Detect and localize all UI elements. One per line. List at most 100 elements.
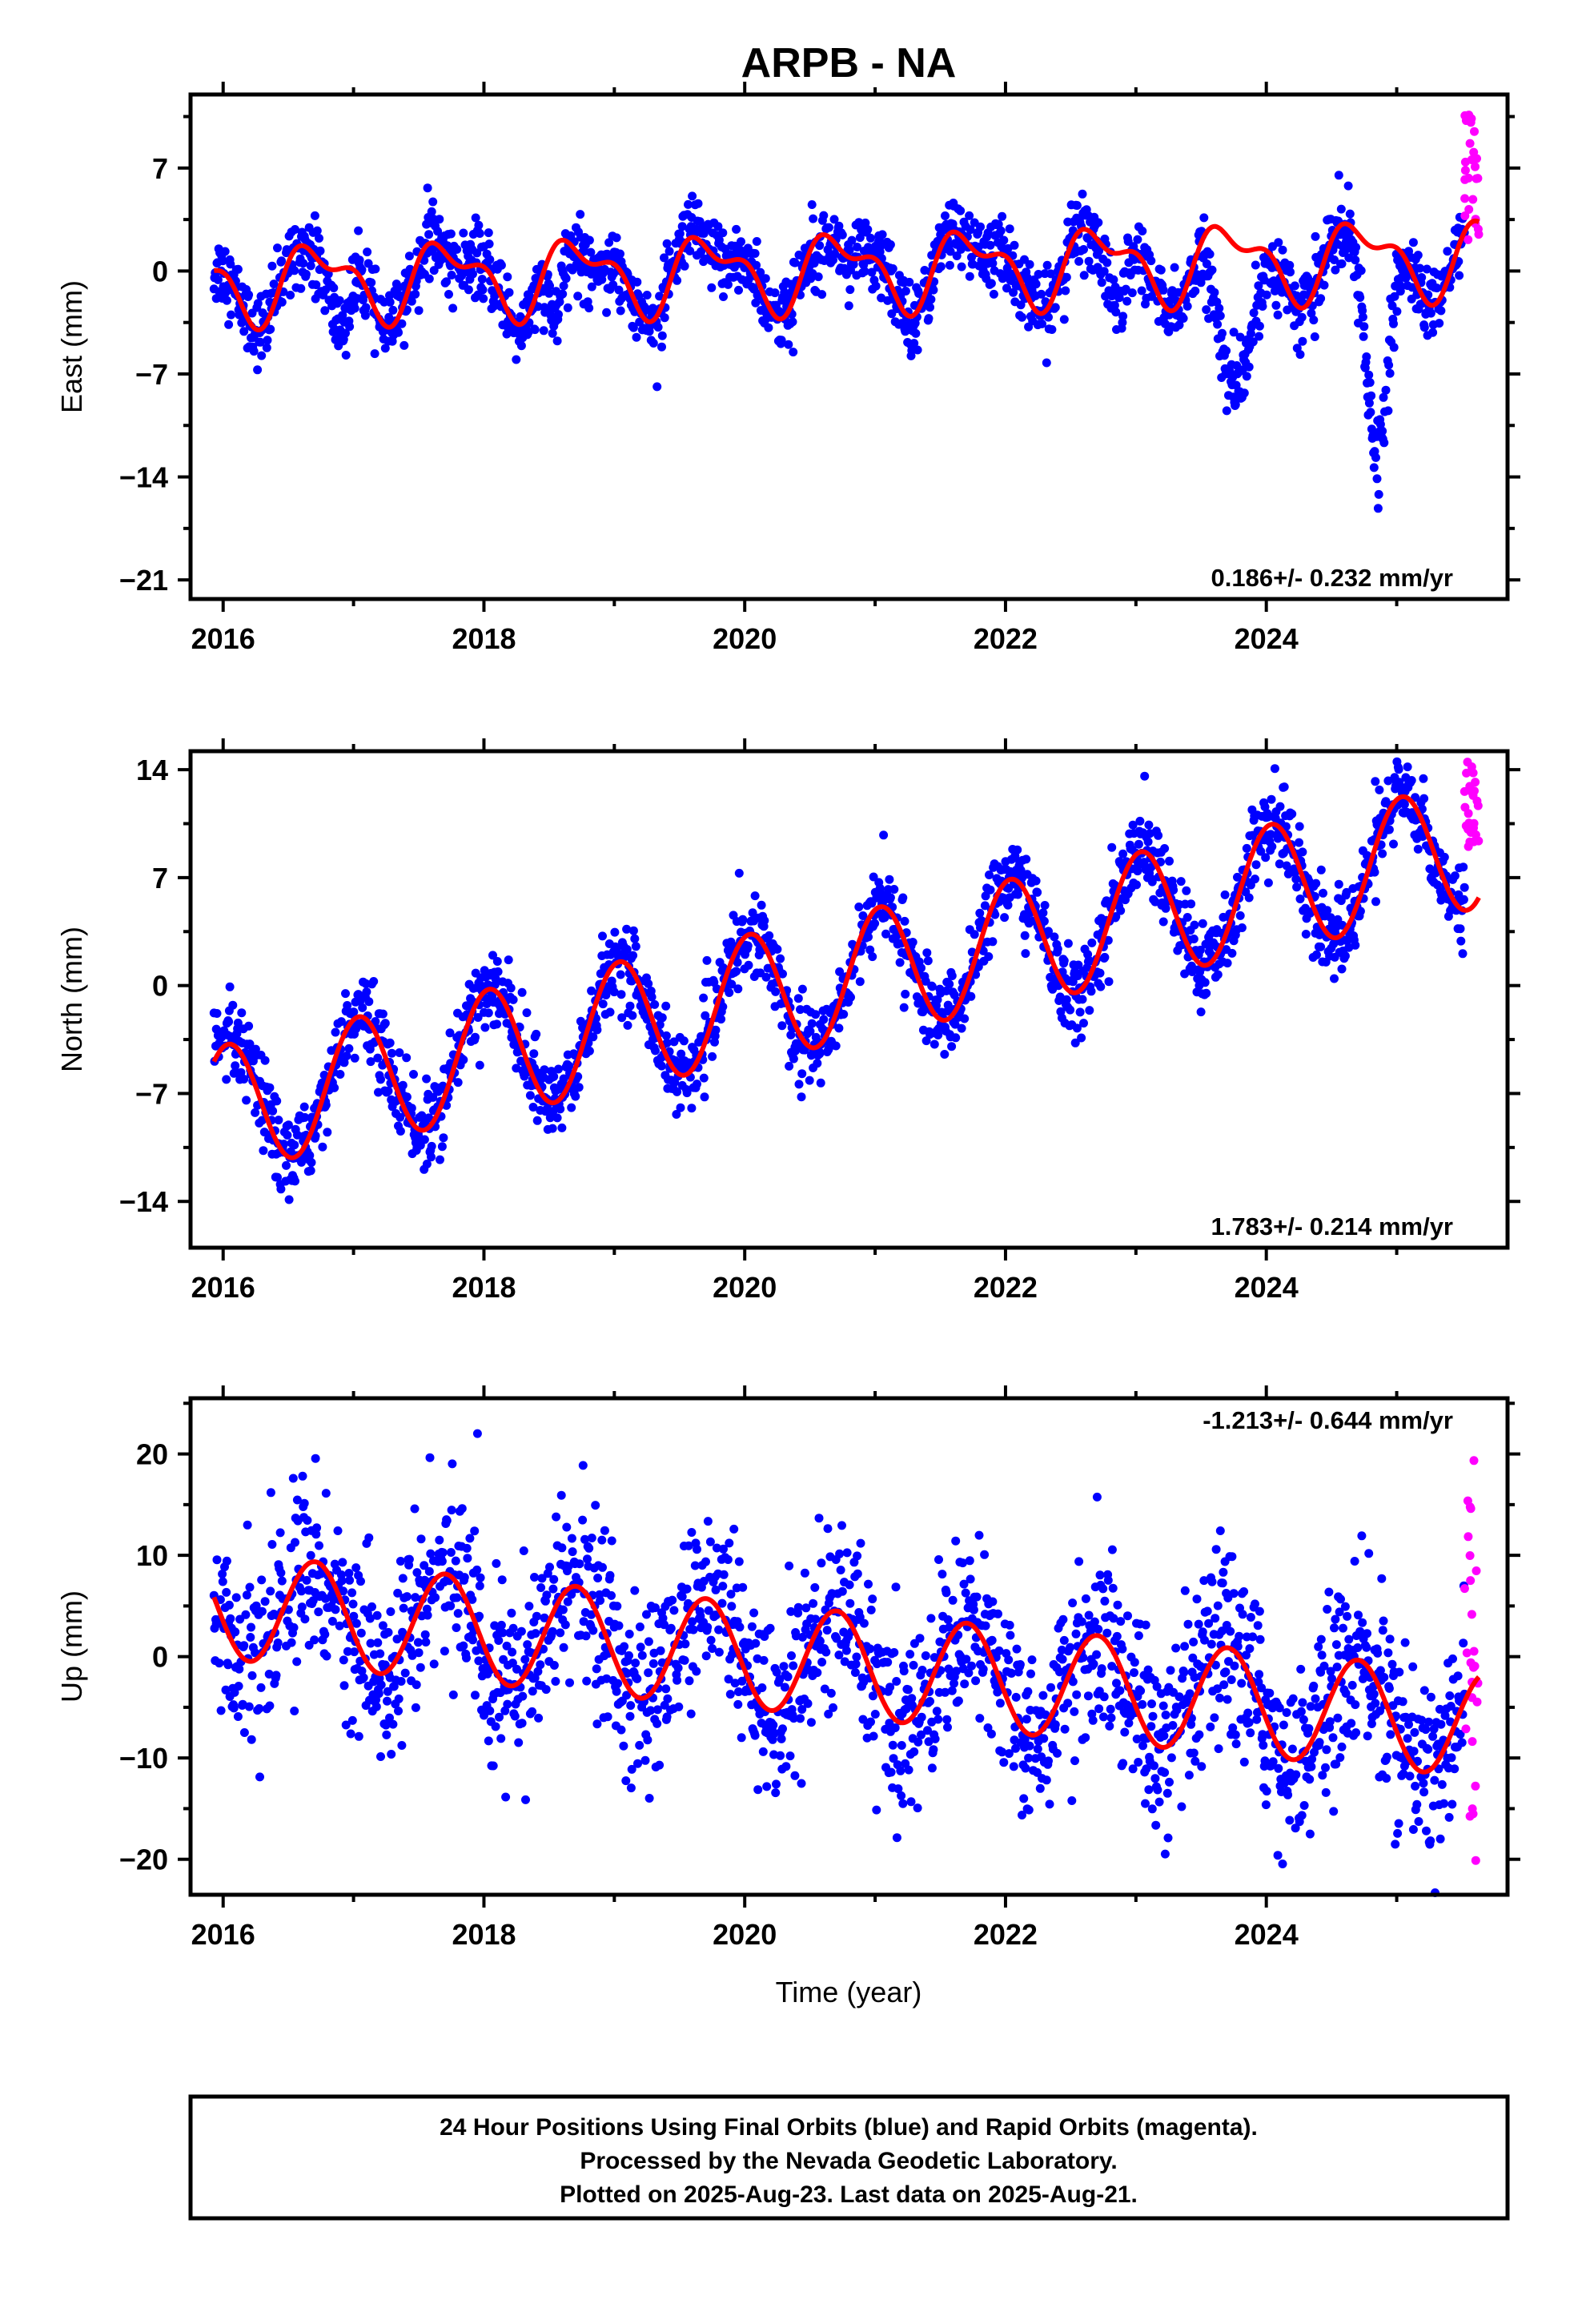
final-orbit-point <box>549 1661 559 1670</box>
final-orbit-point <box>597 1535 607 1545</box>
final-orbit-point <box>1286 267 1295 277</box>
final-orbit-point <box>868 1594 877 1604</box>
final-orbit-point <box>773 944 782 954</box>
final-orbit-point <box>442 277 452 287</box>
final-orbit-point <box>531 1629 540 1638</box>
east-y-tick-label: −14 <box>119 461 168 494</box>
final-orbit-point <box>351 1563 361 1573</box>
final-orbit-point <box>260 1055 270 1065</box>
final-orbit-point <box>460 1573 469 1582</box>
final-orbit-point <box>484 1008 493 1018</box>
final-orbit-point <box>989 289 998 299</box>
final-orbit-point <box>612 233 621 243</box>
final-orbit-point <box>310 1635 319 1645</box>
final-orbit-point <box>1199 213 1209 223</box>
final-orbit-point <box>306 1166 315 1176</box>
final-orbit-point <box>1178 314 1188 323</box>
east-panel: 7 0 −7 −14 −21 2016 2018 2020 2022 2024 … <box>55 82 1520 655</box>
final-orbit-point <box>924 314 934 324</box>
final-orbit-point <box>897 1791 906 1800</box>
final-orbit-point <box>673 1663 683 1673</box>
final-orbit-point <box>477 275 487 284</box>
final-orbit-point <box>1143 837 1153 846</box>
final-orbit-point <box>1311 879 1321 888</box>
final-orbit-point <box>761 972 771 982</box>
final-orbit-point <box>866 233 875 243</box>
final-orbit-point <box>1016 300 1026 310</box>
final-orbit-point <box>1355 293 1365 302</box>
final-orbit-point <box>764 323 773 332</box>
north-x-tick-label: 2022 <box>974 1271 1038 1304</box>
final-orbit-point <box>226 259 235 269</box>
final-orbit-point <box>957 262 966 271</box>
east-x-tick-label: 2024 <box>1235 622 1299 655</box>
final-orbit-point <box>750 249 760 258</box>
final-orbit-point <box>504 955 513 965</box>
final-orbit-point <box>656 1646 665 1655</box>
final-orbit-point <box>1059 315 1069 324</box>
final-orbit-point <box>519 1546 528 1555</box>
final-orbit-point <box>1413 844 1423 854</box>
final-orbit-point <box>1154 830 1163 840</box>
final-orbit-point <box>1215 304 1224 313</box>
final-orbit-point <box>1034 270 1043 279</box>
final-orbit-point <box>524 1602 534 1611</box>
north-y-tick-label: −14 <box>119 1185 168 1218</box>
final-orbit-point <box>290 266 299 275</box>
final-orbit-point <box>1319 888 1327 898</box>
final-orbit-point <box>702 955 712 965</box>
final-orbit-point <box>315 246 325 255</box>
final-orbit-point <box>1213 320 1223 329</box>
final-orbit-point <box>1244 893 1254 903</box>
final-orbit-point <box>1359 332 1368 341</box>
final-orbit-point <box>373 1053 383 1063</box>
final-orbit-point <box>1222 406 1231 416</box>
final-orbit-point <box>854 218 864 227</box>
final-orbit-point <box>895 958 905 967</box>
final-orbit-point <box>734 1557 744 1566</box>
final-orbit-point <box>361 303 371 312</box>
final-orbit-point <box>1251 860 1261 870</box>
final-orbit-point <box>854 903 864 911</box>
final-orbit-point <box>529 1049 539 1059</box>
final-orbit-point <box>817 290 827 300</box>
final-orbit-point <box>396 1677 406 1686</box>
final-orbit-point <box>723 1555 733 1564</box>
north-x-tick-label: 2020 <box>713 1271 777 1304</box>
final-orbit-point <box>422 1074 432 1084</box>
final-orbit-point <box>899 1667 909 1676</box>
final-orbit-point <box>303 1516 312 1525</box>
final-orbit-point <box>222 1556 231 1566</box>
final-orbit-point <box>616 306 625 316</box>
final-orbit-point <box>593 1574 603 1582</box>
up-panel: 20 10 0 −10 −20 2016 2018 2020 2022 2024… <box>55 1385 1520 1951</box>
final-orbit-point <box>1235 332 1245 342</box>
final-orbit-point <box>625 1711 635 1721</box>
final-orbit-point <box>1050 932 1059 942</box>
final-orbit-point <box>655 1760 665 1770</box>
final-orbit-point <box>751 1638 761 1648</box>
rapid-orbit-point <box>1464 235 1473 244</box>
final-orbit-point <box>273 1638 283 1647</box>
final-orbit-point <box>1044 312 1053 322</box>
final-orbit-point <box>233 1712 243 1721</box>
final-orbit-point <box>228 1000 238 1010</box>
final-orbit-point <box>402 1053 412 1063</box>
final-orbit-point <box>815 1049 825 1059</box>
final-orbit-point <box>1460 883 1469 892</box>
final-orbit-point <box>346 1729 355 1739</box>
final-orbit-point <box>1316 865 1326 875</box>
final-orbit-point <box>870 919 880 928</box>
final-orbit-point <box>425 1453 435 1462</box>
final-orbit-point <box>1114 293 1124 303</box>
final-orbit-point <box>536 1660 545 1670</box>
final-orbit-point <box>604 238 614 247</box>
rapid-orbit-point <box>1464 111 1474 120</box>
final-orbit-point <box>260 1597 270 1606</box>
final-orbit-point <box>966 225 975 235</box>
east-x-tick-label: 2016 <box>191 622 255 655</box>
final-orbit-point <box>479 294 488 304</box>
final-orbit-point <box>452 1593 462 1602</box>
final-orbit-point <box>616 1725 626 1735</box>
final-orbit-point <box>1075 1007 1085 1017</box>
